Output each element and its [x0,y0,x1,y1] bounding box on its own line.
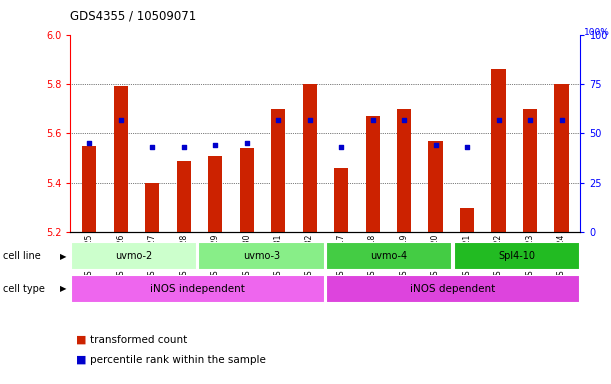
Text: cell type: cell type [3,284,45,294]
Point [115,116,125,122]
Bar [554,84,569,232]
Point [368,116,378,122]
Point [399,116,409,122]
Bar [177,161,191,232]
Bar [453,243,580,270]
Point [557,116,566,122]
Point [84,140,94,146]
Bar [397,109,411,232]
Bar [199,243,324,270]
Text: ■: ■ [76,335,87,345]
Text: uvmo-3: uvmo-3 [243,251,280,262]
Point [242,140,252,146]
Text: ▶: ▶ [59,284,66,293]
Bar [71,275,324,303]
Text: iNOS dependent: iNOS dependent [410,284,496,294]
Text: iNOS independent: iNOS independent [150,284,245,294]
Text: percentile rank within the sample: percentile rank within the sample [90,355,266,365]
Text: ▶: ▶ [59,252,66,261]
Bar [460,208,474,232]
Point [210,142,220,148]
Bar [491,69,506,232]
Text: Spl4-10: Spl4-10 [498,251,535,262]
Bar [114,86,128,232]
Point [525,116,535,122]
Text: GDS4355 / 10509071: GDS4355 / 10509071 [70,10,197,23]
Bar [271,109,285,232]
Bar [326,275,580,303]
Bar [523,109,537,232]
Text: uvmo-4: uvmo-4 [370,251,408,262]
Text: uvmo-2: uvmo-2 [115,251,153,262]
Bar [208,156,222,232]
Point [462,144,472,151]
Bar [71,243,197,270]
Text: 100%: 100% [584,28,610,37]
Bar [365,116,379,232]
Point [494,116,503,122]
Point [147,144,157,151]
Bar [326,243,452,270]
Point [273,116,283,122]
Bar [240,148,254,232]
Text: ■: ■ [76,355,87,365]
Point [336,144,346,151]
Text: cell line: cell line [3,251,41,261]
Bar [334,168,348,232]
Bar [82,146,97,232]
Text: transformed count: transformed count [90,335,188,345]
Point [305,116,315,122]
Point [179,144,189,151]
Bar [145,183,159,232]
Bar [302,84,316,232]
Bar [428,141,442,232]
Point [431,142,441,148]
